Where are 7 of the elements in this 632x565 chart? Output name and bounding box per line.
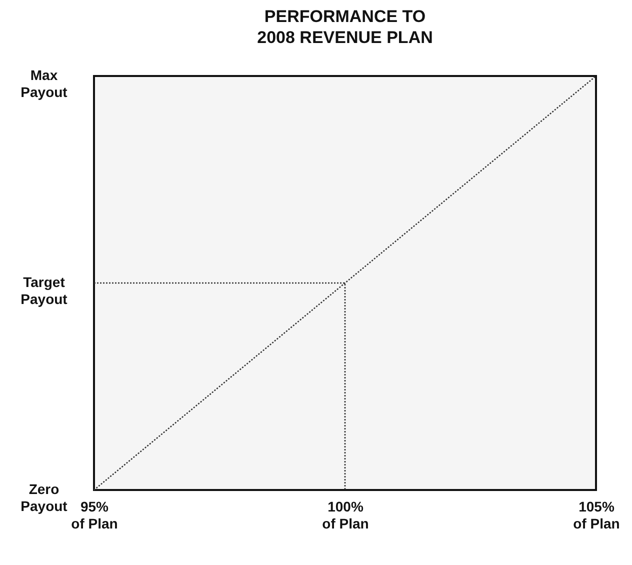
text: Target Payout	[20, 274, 68, 307]
x-tick-label: 100% of Plan	[322, 498, 369, 532]
x-tick-label: 105% of Plan	[573, 498, 620, 532]
chart-title: PERFORMANCE TO 2008 REVENUE PLAN	[257, 7, 433, 47]
text: Zero Payout	[20, 481, 68, 514]
text: Max Payout	[20, 67, 68, 100]
x-tick-label: 95% of Plan	[71, 498, 118, 532]
